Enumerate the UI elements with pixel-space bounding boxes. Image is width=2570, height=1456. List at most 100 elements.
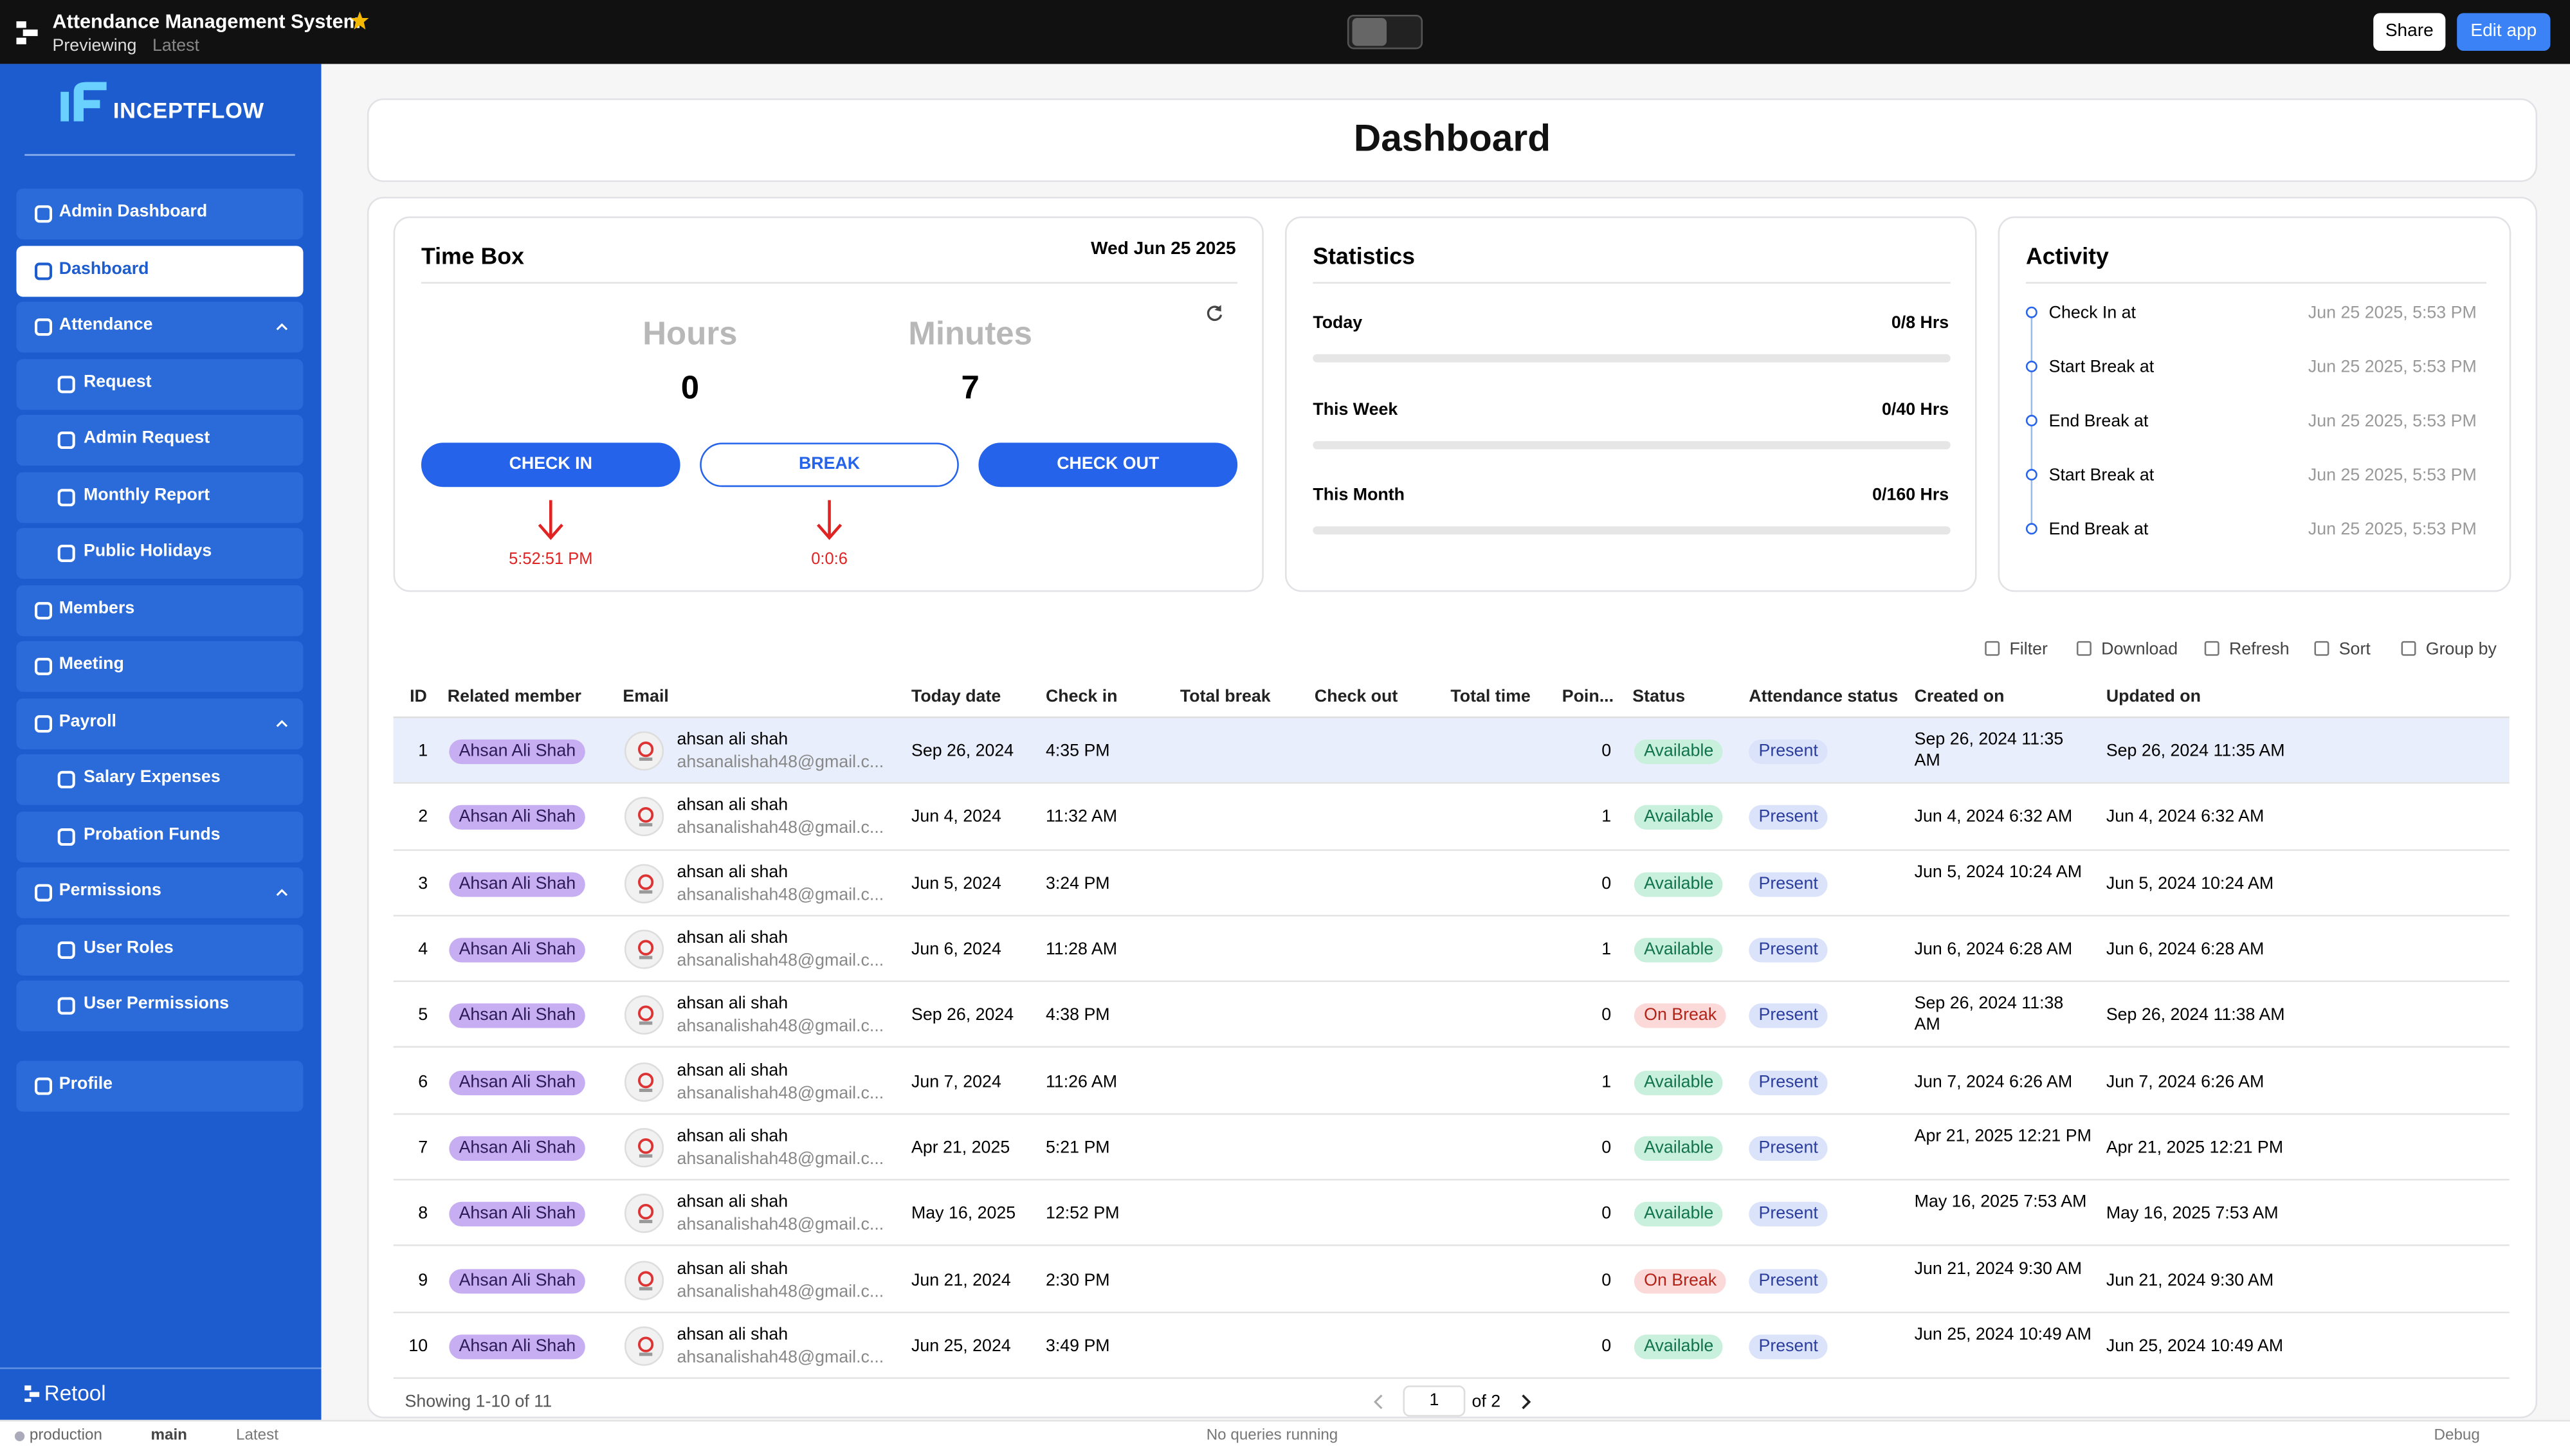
env-dot: [14, 1431, 25, 1442]
avatar-logo: [638, 808, 654, 828]
activity-label: End Break at: [2048, 411, 2149, 432]
nav-item[interactable]: Members: [16, 584, 304, 635]
member-email: ahsanalishah48@gmail.c...: [677, 1281, 884, 1302]
status-chip: Available: [1634, 1069, 1724, 1095]
nav-item[interactable]: Request: [16, 358, 304, 410]
member-chip: Ahsan Ali Shah: [449, 740, 586, 765]
toolbar-button[interactable]: Sort: [2338, 639, 2371, 659]
action-button[interactable]: CHECK OUT: [978, 442, 1238, 487]
nav-item[interactable]: Salary Expenses: [16, 754, 304, 805]
cell-check-in: 4:38 PM: [1045, 1005, 1110, 1026]
nav-icon: [57, 432, 75, 450]
table-row[interactable]: [393, 916, 2510, 983]
avatar-logo: [638, 1006, 654, 1026]
nav-item[interactable]: User Roles: [16, 924, 304, 975]
toolbar-button[interactable]: Filter: [2009, 639, 2048, 659]
toolbar-button[interactable]: Refresh: [2228, 639, 2290, 659]
avatar-logo: [638, 1138, 654, 1158]
nav-item[interactable]: User Permissions: [16, 980, 304, 1032]
nav-item[interactable]: Admin Request: [16, 415, 304, 466]
column-header: Check out: [1314, 687, 1398, 707]
nav-item[interactable]: Attendance: [16, 302, 304, 353]
prev-page: [1374, 1394, 1383, 1410]
nav-icon: [57, 544, 75, 562]
table-row[interactable]: [393, 1313, 2510, 1379]
nav-label: User Roles: [83, 937, 174, 957]
column-header: Total break: [1180, 687, 1271, 707]
nav-label: Salary Expenses: [83, 767, 221, 787]
table-row[interactable]: [393, 1115, 2510, 1181]
member-email: ahsanalishah48@gmail.c...: [677, 1347, 884, 1367]
minutes-label: Minutes: [908, 316, 1032, 353]
cell-created: Jun 25, 2024 10:49 AM: [1914, 1324, 2092, 1345]
nav-item[interactable]: Monthly Report: [16, 471, 304, 523]
debug-button[interactable]: Debug: [2434, 1426, 2480, 1445]
table-row[interactable]: [393, 1180, 2510, 1247]
stat-label: Today: [1313, 313, 1363, 333]
toolbar-button[interactable]: Download: [2101, 639, 2178, 659]
status-chip: Available: [1634, 740, 1724, 765]
cell-date: Jun 5, 2024: [911, 873, 1001, 893]
action-button[interactable]: CHECK IN: [421, 442, 680, 487]
table-row[interactable]: [393, 718, 2510, 785]
cell-updated: Jun 5, 2024 10:24 AM: [2106, 873, 2274, 893]
attendance-chip: Present: [1749, 1069, 1828, 1095]
member-email: ahsanalishah48@gmail.c...: [677, 819, 884, 839]
table-row[interactable]: [393, 850, 2510, 916]
attendance-chip: Present: [1749, 1136, 1828, 1161]
nav-item[interactable]: Payroll: [16, 697, 304, 749]
cell-points: 0: [1601, 873, 1612, 893]
env-label: production: [29, 1426, 102, 1445]
attendance-chip: Present: [1749, 1268, 1828, 1293]
member-chip: Ahsan Ali Shah: [449, 1268, 586, 1293]
nav-icon: [35, 657, 53, 675]
avatar: [624, 797, 664, 837]
table-row[interactable]: [393, 982, 2510, 1049]
edit-app-button[interactable]: Edit app: [2457, 13, 2551, 51]
timeline-dot: [2025, 306, 2037, 318]
nav-item[interactable]: Permissions: [16, 867, 304, 918]
table-row[interactable]: [393, 1246, 2510, 1313]
cell-updated: Jun 21, 2024 9:30 AM: [2106, 1269, 2274, 1290]
nav-icon: [35, 318, 53, 336]
divider: [421, 282, 1238, 284]
nav-icon: [57, 940, 75, 958]
nav-item[interactable]: Profile: [16, 1060, 304, 1111]
action-button[interactable]: BREAK: [700, 442, 959, 487]
member-chip: Ahsan Ali Shah: [449, 871, 586, 896]
desktop-toggle[interactable]: [1352, 18, 1387, 46]
app-icon: [16, 21, 38, 44]
member-name: ahsan ali shah: [677, 1258, 788, 1279]
logo-mark: [60, 82, 107, 122]
nav-item[interactable]: Probation Funds: [16, 810, 304, 862]
avatar-logo: [638, 1336, 654, 1356]
attendance-chip: Present: [1749, 805, 1828, 831]
cell-check-in: 11:28 AM: [1045, 939, 1118, 960]
cell-id: 8: [418, 1203, 428, 1224]
table-row[interactable]: [393, 1048, 2510, 1115]
nav-icon: [35, 262, 53, 280]
cell-created: Jun 4, 2024 6:32 AM: [1914, 807, 2073, 828]
table-row[interactable]: [393, 784, 2510, 851]
nav-item[interactable]: Dashboard: [16, 245, 304, 296]
collapse-chevron: [276, 323, 288, 331]
member-name: ahsan ali shah: [677, 796, 788, 816]
next-page: [1522, 1394, 1531, 1410]
top-bar: [0, 0, 2570, 64]
column-header: Today date: [911, 687, 1001, 707]
attendance-chip: Present: [1749, 871, 1828, 896]
share-button[interactable]: Share: [2373, 13, 2446, 51]
nav-item[interactable]: Public Holidays: [16, 527, 304, 579]
timeline-dot: [2025, 360, 2037, 372]
divider: [2025, 282, 2487, 284]
cell-date: Jun 7, 2024: [911, 1071, 1001, 1092]
nav-item[interactable]: Meeting: [16, 641, 304, 692]
toolbar-button[interactable]: Group by: [2425, 639, 2497, 659]
minutes-value: 7: [961, 370, 980, 407]
cell-id: 7: [418, 1138, 428, 1158]
nav-item[interactable]: Admin Dashboard: [16, 188, 304, 240]
activity-time: Jun 25 2025, 5:53 PM: [2308, 411, 2477, 432]
page-input[interactable]: 1: [1403, 1385, 1466, 1417]
toolbar-icon: [2076, 641, 2092, 656]
cell-date: Jun 21, 2024: [911, 1269, 1011, 1290]
